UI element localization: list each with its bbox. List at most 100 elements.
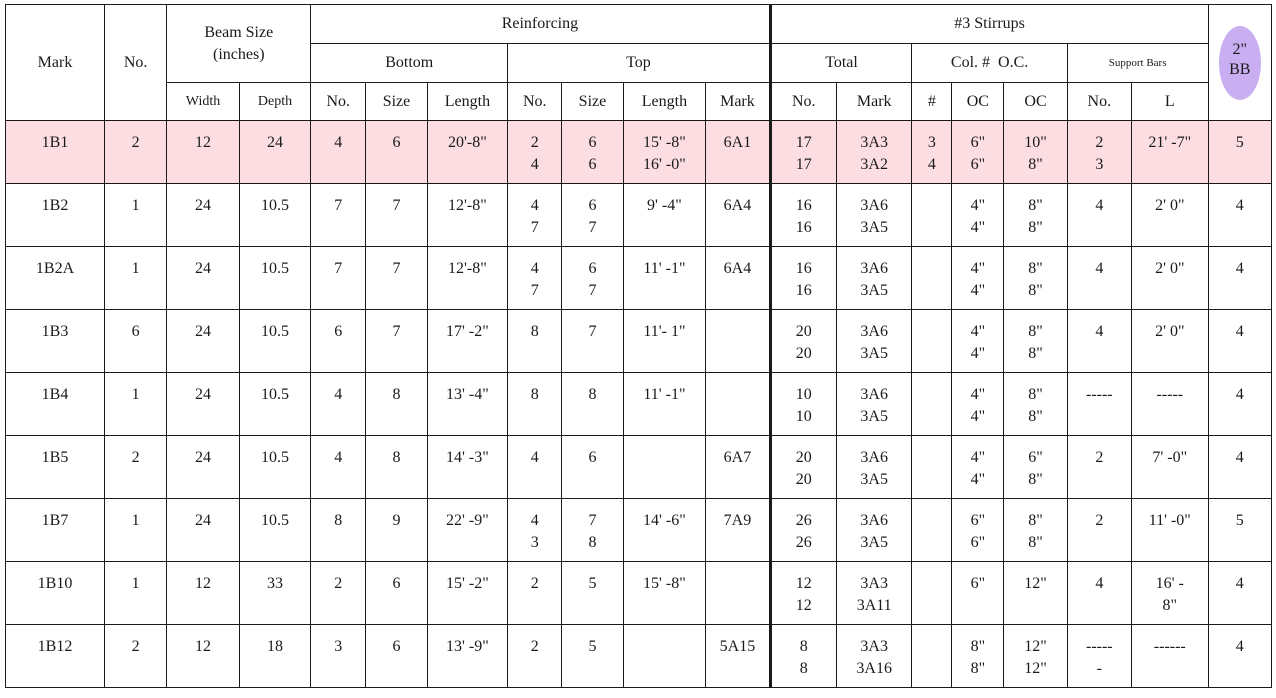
cell-stirrup-oc2-line: 12" xyxy=(1024,638,1047,655)
cell-stirrup-no: 12 12 xyxy=(768,561,837,625)
cell-top-mark-text: 5A15 xyxy=(719,638,756,655)
cell-stirrup-oc2-line: 8" xyxy=(1028,512,1043,529)
cell-stirrup-oc1-line: 4" xyxy=(970,345,986,362)
cell-depth: 24 xyxy=(238,120,312,184)
cell-stirrup-mark: 3A6 3A5 xyxy=(835,435,913,499)
cell-stirrup-hash-content xyxy=(912,625,951,636)
table-row: 1B3 6 24 10.5 6 7 17' -2" 8 7 11'- 1" 20 20 3A6 3A5 4"… xyxy=(4,309,1273,373)
cell-bottom-no: 4 xyxy=(310,372,367,436)
cell-top-no: 8 xyxy=(507,372,563,436)
cell-support-l-content: ----- xyxy=(1132,373,1208,406)
cell-no: 1 xyxy=(104,372,168,436)
cell-top-mark-content: 6A7 xyxy=(706,436,768,469)
cell-no: 2 xyxy=(104,120,168,184)
header-stirrup-hash: # xyxy=(911,82,953,121)
cell-support-no-content: 4 xyxy=(1068,310,1131,343)
cell-top-length: 14' -6" xyxy=(622,498,707,562)
cell-top-no-line: 2 xyxy=(530,638,539,655)
cell-no-text: 1 xyxy=(131,386,140,403)
cell-top-mark: 6A4 xyxy=(705,246,771,310)
cell-stirrup-oc1-content: 4" 4" xyxy=(952,310,1003,365)
cell-width-content: 24 xyxy=(167,499,238,532)
cell-stirrup-oc2-content: 8" 8" xyxy=(1004,499,1066,554)
cell-stirrup-oc2: 8" 8" xyxy=(1003,183,1068,247)
cell-support-no-line: - xyxy=(1096,660,1102,677)
table-row: 1B12 2 12 18 3 6 13' -9" 2 5 5A15 8 8 3A3 3A16 8" 8" 12"… xyxy=(4,624,1273,688)
header-col-oc-text: Col. # O.C. xyxy=(950,54,1029,71)
cell-depth: 10.5 xyxy=(238,372,312,436)
cell-bottom-length: 12'-8" xyxy=(426,183,509,247)
cell-bb-content: 4 xyxy=(1209,436,1271,469)
cell-top-length xyxy=(622,435,707,499)
cell-no-content: 2 xyxy=(105,121,166,154)
cell-top-no-line: 2 xyxy=(530,134,539,151)
table-row: 1B7 1 24 10.5 8 9 22' -9" 4 3 7 8 14' -6" 7A9 26 26 3A6… xyxy=(4,498,1273,562)
cell-bottom-size-text: 6 xyxy=(392,575,401,592)
header-support-bars: Support Bars xyxy=(1066,43,1209,83)
header-top: Top xyxy=(507,43,771,83)
cell-width-text: 24 xyxy=(195,386,212,403)
cell-bottom-length-content: 13' -9" xyxy=(428,625,508,658)
cell-bottom-size-content: 6 xyxy=(366,562,426,595)
cell-top-no-line: 4 xyxy=(530,197,539,214)
cell-no-content: 1 xyxy=(105,562,166,595)
cell-bottom-size-text: 8 xyxy=(392,449,401,466)
beam-schedule-table: Mark No. Beam Size (inches) Reinforcing … xyxy=(4,4,1273,688)
cell-no: 2 xyxy=(104,435,168,499)
cell-stirrup-oc2-line: 8" xyxy=(1028,156,1043,173)
cell-depth: 10.5 xyxy=(238,435,312,499)
cell-bottom-length-content: 12'-8" xyxy=(428,247,508,280)
cell-top-mark-text: 6A7 xyxy=(723,449,752,466)
cell-bottom-length-text: 15' -2" xyxy=(446,575,489,592)
cell-top-size-line: 7 xyxy=(588,282,597,299)
cell-support-l-content: 11' -0" xyxy=(1132,499,1208,532)
cell-top-mark xyxy=(705,561,771,625)
cell-top-length: 11' -1" xyxy=(622,372,707,436)
cell-no: 1 xyxy=(104,561,168,625)
cell-stirrup-mark-line: 3A6 xyxy=(860,449,888,466)
cell-stirrup-oc1-content: 6" xyxy=(952,562,1003,595)
cell-bottom-length-text: 13' -4" xyxy=(446,386,489,403)
cell-top-length: 15' -8" xyxy=(622,561,707,625)
cell-top-no-line: 3 xyxy=(530,534,539,551)
cell-top-no: 2 xyxy=(507,624,563,688)
cell-top-no-line: 4 xyxy=(530,260,539,277)
cell-stirrup-no-line: 20 xyxy=(795,323,812,340)
cell-top-mark xyxy=(705,372,771,436)
cell-bottom-no-text: 7 xyxy=(334,260,343,277)
cell-mark-content: 1B10 xyxy=(6,562,104,595)
cell-bottom-size-text: 7 xyxy=(392,197,401,214)
cell-top-size-line: 7 xyxy=(588,512,597,529)
cell-bb-content: 4 xyxy=(1209,625,1271,658)
header-bb: 2" BB xyxy=(1207,4,1273,121)
cell-bottom-no-content: 4 xyxy=(311,121,365,154)
cell-support-l-line: 21' -7" xyxy=(1148,134,1192,151)
cell-top-size-content: 5 xyxy=(562,625,622,658)
cell-stirrup-mark: 3A6 3A5 xyxy=(835,372,913,436)
cell-top-no: 8 xyxy=(507,309,563,373)
cell-top-size-line: 6 xyxy=(588,449,597,466)
cell-bottom-size-content: 6 xyxy=(366,121,426,154)
cell-stirrup-hash-content xyxy=(912,436,951,447)
cell-stirrup-no-line: 26 xyxy=(795,512,812,529)
cell-stirrup-oc1: 4" 4" xyxy=(951,183,1005,247)
cell-depth-content: 33 xyxy=(240,562,310,595)
cell-no: 2 xyxy=(104,624,168,688)
cell-bb: 5 xyxy=(1207,498,1273,562)
cell-stirrup-mark-content: 3A6 3A5 xyxy=(837,310,912,365)
cell-bottom-size-content: 7 xyxy=(366,247,426,280)
cell-bottom-length-text: 20'-8" xyxy=(448,134,487,151)
cell-support-l: 21' -7" xyxy=(1130,120,1209,184)
cell-bb: 4 xyxy=(1207,435,1273,499)
cell-mark-text: 1B1 xyxy=(41,134,69,151)
cell-bb-text: 4 xyxy=(1235,260,1244,277)
bb-line2: BB xyxy=(1229,60,1251,78)
cell-stirrup-oc2-line: 12" xyxy=(1024,575,1047,592)
cell-width-content: 12 xyxy=(167,625,238,658)
cell-stirrup-mark: 3A6 3A5 xyxy=(835,309,913,373)
cell-top-no-line: 7 xyxy=(530,219,539,236)
cell-stirrup-oc1: 8" 8" xyxy=(951,624,1005,688)
